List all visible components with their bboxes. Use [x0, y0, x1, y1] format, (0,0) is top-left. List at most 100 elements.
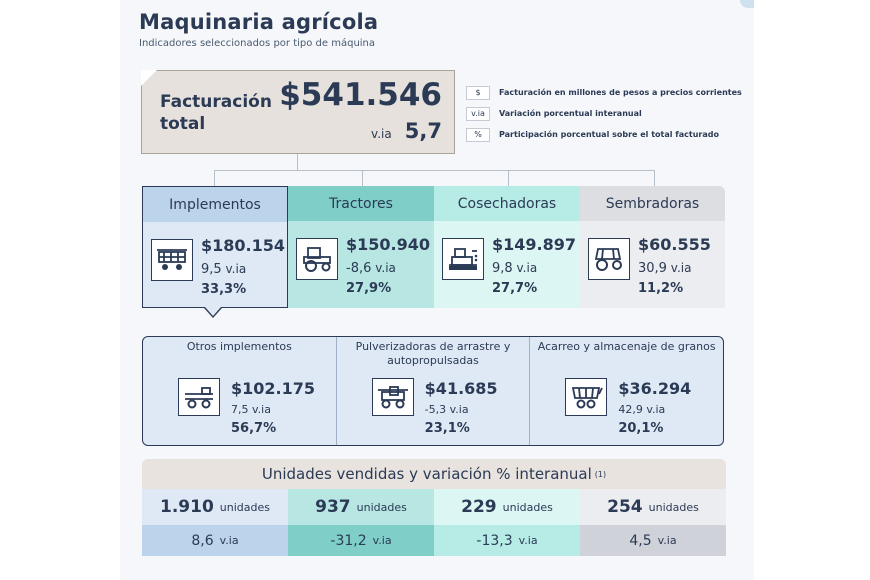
units-sembradoras: 254 unidades 4,5 v.ia — [580, 489, 726, 556]
units-yoy-value: -31,2 — [330, 532, 367, 549]
category-yoy-value: 9,5 — [201, 262, 222, 277]
units-yoy-label: v.ia — [372, 534, 392, 547]
connector-line — [508, 170, 509, 186]
category-cosechadoras: Cosechadoras $149.897 9,8 v.ia 27,7% — [434, 186, 580, 308]
units-yoy: 8,6 v.ia — [142, 525, 288, 556]
units-yoy-label: v.ia — [657, 534, 677, 547]
harvester-icon — [442, 238, 484, 280]
units-yoy: 4,5 v.ia — [580, 525, 726, 556]
legend-key: % — [466, 127, 490, 142]
total-revenue-box: Facturación total $541.546 v.ia 5,7 — [141, 70, 455, 154]
corner-decoration — [740, 0, 754, 8]
category-yoy: 9,5 v.ia — [201, 262, 246, 277]
implement-icon — [151, 239, 193, 281]
category-body: $60.555 30,9 v.ia 11,2% — [580, 221, 725, 308]
category-title: Implementos — [143, 187, 287, 222]
category-body: $149.897 9,8 v.ia 27,7% — [434, 221, 580, 308]
units-count: 229 — [461, 497, 497, 517]
legend-key: $ — [466, 85, 490, 100]
grain-cart-icon — [565, 378, 608, 416]
connector-line — [214, 170, 215, 186]
category-yoy-value: 30,9 — [638, 261, 667, 276]
category-sembradoras: Sembradoras $60.555 30,9 v.ia 11,2% — [580, 186, 725, 308]
units-label: unidades — [502, 500, 553, 514]
units-sold: 1.910 unidades — [142, 489, 288, 525]
subcategory-share: 56,7% — [231, 421, 277, 436]
subcategory-revenue: $41.685 — [424, 379, 498, 398]
category-yoy-value: 9,8 — [492, 261, 513, 276]
subcategory-share: 23,1% — [424, 421, 470, 436]
subcategory-yoy: 42,9 v.ia — [618, 403, 666, 416]
connector-line — [214, 170, 654, 171]
category-title: Cosechadoras — [434, 186, 580, 221]
category-yoy-value: -8,6 — [346, 261, 372, 276]
units-cosechadoras: 229 unidades -13,3 v.ia — [434, 489, 580, 556]
category-share: 33,3% — [201, 282, 247, 297]
legend: $ Facturación en millones de pesos a pre… — [466, 82, 742, 145]
total-yoy-label: v.ia — [371, 127, 392, 141]
category-yoy: 30,9 v.ia — [638, 261, 691, 276]
page-title: Maquinaria agrícola — [139, 10, 379, 34]
units-footnote-marker: (1) — [594, 469, 607, 479]
category-yoy-label: v.ia — [670, 261, 692, 275]
units-yoy-label: v.ia — [518, 534, 538, 547]
subcategory-title: Pulverizadoras de arrastre y autopropuls… — [355, 340, 511, 367]
category-yoy-label: v.ia — [375, 261, 396, 275]
category-share: 27,7% — [492, 281, 538, 296]
category-revenue: $150.940 — [346, 235, 431, 254]
subcategory-title: Otros implementos — [186, 340, 292, 353]
category-yoy: -8,6 v.ia — [346, 261, 396, 276]
total-yoy-value: 5,7 — [404, 119, 442, 143]
category-title: Sembradoras — [580, 186, 725, 221]
connector-line — [654, 170, 655, 186]
category-revenue: $60.555 — [638, 235, 711, 254]
trailer-implement-icon — [178, 378, 220, 416]
units-yoy-value: 4,5 — [629, 532, 652, 549]
units-label: unidades — [648, 500, 699, 514]
legend-key: v.ia — [466, 106, 490, 121]
units-count: 254 — [607, 497, 643, 517]
category-share: 11,2% — [638, 281, 684, 296]
tractor-icon — [296, 238, 338, 280]
subcategory-revenue: $36.294 — [618, 379, 692, 398]
category-yoy-label: v.ia — [225, 262, 247, 276]
units-label: unidades — [356, 500, 407, 514]
units-count: 1.910 — [160, 497, 214, 517]
sprayer-icon — [371, 378, 414, 416]
units-tractores: 937 unidades -31,2 v.ia — [288, 489, 434, 556]
units-sold: 937 unidades — [288, 489, 434, 525]
category-tractores: Tractores $150.940 -8,6 v.ia 27,9% — [288, 186, 434, 308]
units-section-title: Unidades vendidas y variación % interanu… — [142, 459, 726, 489]
category-revenue: $149.897 — [492, 235, 577, 254]
units-sold: 229 unidades — [434, 489, 580, 525]
units-title: Unidades vendidas y variación % interanu… — [261, 465, 592, 483]
category-body: $150.940 -8,6 v.ia 27,9% — [288, 221, 434, 308]
connector-line — [297, 154, 298, 170]
units-count: 937 — [315, 497, 351, 517]
legend-text: Participación porcentual sobre el total … — [499, 130, 719, 139]
units-label: unidades — [219, 500, 270, 514]
category-body: $180.154 9,5 v.ia 33,3% — [143, 222, 287, 308]
category-share: 27,9% — [346, 281, 392, 296]
legend-item: v.ia Variación porcentual interanual — [466, 103, 742, 124]
subcategory-share: 20,1% — [618, 421, 664, 436]
units-yoy-value: 8,6 — [191, 532, 214, 549]
category-yoy-label: v.ia — [516, 261, 538, 275]
units-implementos: 1.910 unidades 8,6 v.ia — [142, 489, 288, 556]
connector-line — [362, 170, 363, 186]
implementos-breakdown: Otros implementos $102.175 7,5 v.ia 56,7… — [142, 336, 724, 446]
total-revenue-value: $541.546 — [279, 77, 442, 113]
subcategory-title: Acarreo y almacenaje de granos — [537, 340, 716, 353]
category-revenue: $180.154 — [201, 236, 286, 255]
pointer-arrow-fill — [205, 307, 221, 316]
seeder-icon — [588, 238, 630, 280]
category-yoy: 9,8 v.ia — [492, 261, 537, 276]
subcategory-acarreo-granos: Acarreo y almacenaje de granos $36.294 4… — [530, 337, 723, 445]
legend-text: Facturación en millones de pesos a preci… — [499, 88, 742, 97]
units-yoy: -31,2 v.ia — [288, 525, 434, 556]
page-subtitle: Indicadores seleccionados por tipo de má… — [139, 38, 376, 49]
units-sold: 254 unidades — [580, 489, 726, 525]
subcategory-yoy: -5,3 v.ia — [424, 403, 469, 416]
legend-text: Variación porcentual interanual — [499, 109, 642, 118]
subcategory-yoy: 7,5 v.ia — [231, 403, 271, 416]
